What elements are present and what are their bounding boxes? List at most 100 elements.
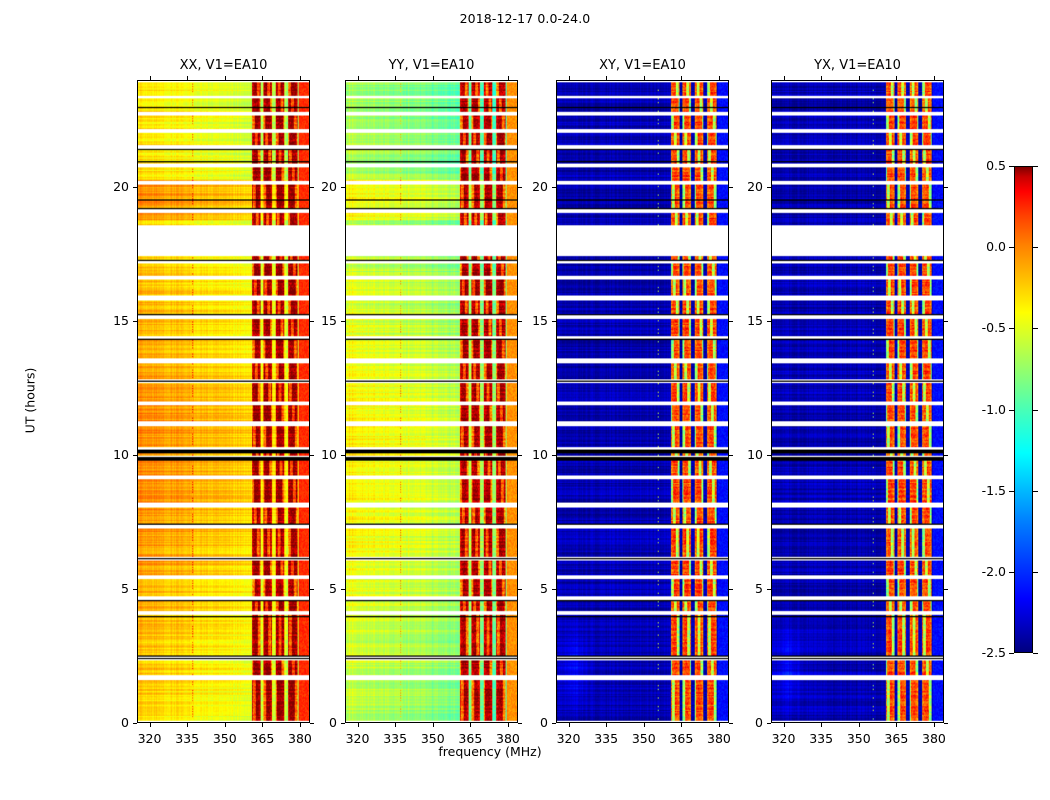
x-tick-label: 365 (250, 731, 275, 746)
y-tick (767, 589, 771, 590)
y-tick (133, 455, 137, 456)
y-tick-label: 10 (321, 447, 337, 463)
colorbar-tick-label: 0.5 (986, 158, 1006, 173)
y-tick-label: 20 (113, 179, 129, 195)
x-tick-label: 350 (846, 731, 871, 746)
x-tick (470, 723, 471, 727)
x-tick-label: 350 (631, 731, 656, 746)
y-tick-label: 15 (113, 313, 129, 329)
colorbar-tick (1009, 410, 1014, 411)
x-tick-label: 365 (669, 731, 694, 746)
y-tick (133, 321, 137, 322)
heatmap-image-yx (772, 81, 943, 722)
x-tick-label: 320 (137, 731, 162, 746)
x-tick (187, 723, 188, 727)
y-tick-right (729, 589, 733, 590)
x-tick (150, 723, 151, 727)
y-tick-right (729, 321, 733, 322)
y-tick-right (518, 321, 522, 322)
x-tick (606, 723, 607, 727)
x-tick (934, 723, 935, 727)
y-tick-right (310, 589, 314, 590)
x-tick-label: 335 (594, 731, 619, 746)
colorbar-tick-right (1033, 328, 1038, 329)
y-tick-right (944, 187, 948, 188)
x-tick-label: 350 (420, 731, 445, 746)
x-tick-top (225, 76, 226, 80)
y-tick (341, 321, 345, 322)
heatmap-panel-yy[interactable] (345, 80, 518, 723)
colorbar-tick-label: -2.0 (981, 563, 1006, 579)
x-tick-label: 380 (288, 731, 312, 746)
heatmap-panel-xy[interactable] (556, 80, 729, 723)
x-tick-top (508, 76, 509, 80)
x-tick (225, 723, 226, 727)
y-tick-label: 15 (321, 313, 337, 329)
x-tick-label: 335 (175, 731, 200, 746)
y-tick (767, 455, 771, 456)
y-tick (552, 455, 556, 456)
heatmap-panel-xx[interactable] (137, 80, 310, 723)
y-tick (133, 187, 137, 188)
panel-title-yx: YX, V1=EA10 (814, 58, 901, 73)
colorbar-tick-right (1033, 491, 1038, 492)
x-tick-label: 335 (809, 731, 834, 746)
y-tick-right (518, 455, 522, 456)
colorbar-tick-right (1033, 572, 1038, 573)
y-tick-label: 20 (321, 179, 337, 195)
colorbar-tick (1009, 653, 1014, 654)
y-tick (767, 321, 771, 322)
colorbar-tick-label: -0.5 (981, 320, 1006, 336)
colorbar-tick (1009, 328, 1014, 329)
y-tick-right (310, 723, 314, 724)
x-tick (300, 723, 301, 727)
y-tick-right (944, 455, 948, 456)
y-tick-right (518, 723, 522, 724)
y-axis-label: UT (hours) (22, 367, 38, 433)
colorbar-tick-label: 0.0 (986, 239, 1006, 255)
x-tick (644, 723, 645, 727)
x-tick (896, 723, 897, 727)
y-tick (341, 589, 345, 590)
x-tick (262, 723, 263, 727)
x-tick-label: 380 (707, 731, 731, 746)
y-tick (133, 723, 137, 724)
y-tick (341, 187, 345, 188)
y-tick-label: 15 (532, 313, 548, 329)
y-tick (552, 723, 556, 724)
colorbar-tick-right (1033, 653, 1038, 654)
colorbar-tick-label: -2.5 (981, 645, 1006, 660)
y-tick (767, 187, 771, 188)
figure-suptitle: 2018-12-17 0.0-24.0 (459, 11, 591, 26)
y-tick (552, 589, 556, 590)
y-tick-label: 0 (121, 715, 129, 730)
x-tick-top (569, 76, 570, 80)
y-tick-label: 5 (329, 581, 337, 597)
y-tick-label: 0 (540, 715, 548, 730)
colorbar-tick-label: -1.0 (981, 401, 1006, 417)
x-tick-top (934, 76, 935, 80)
x-tick-label: 335 (383, 731, 408, 746)
x-tick (433, 723, 434, 727)
x-tick-top (395, 76, 396, 80)
x-tick-top (681, 76, 682, 80)
y-tick-right (310, 187, 314, 188)
x-tick-top (784, 76, 785, 80)
x-tick-label: 350 (212, 731, 237, 746)
colorbar-tick (1009, 166, 1014, 167)
x-tick (508, 723, 509, 727)
x-tick-top (358, 76, 359, 80)
x-tick-label: 320 (345, 731, 370, 746)
x-tick-top (859, 76, 860, 80)
y-tick-right (310, 455, 314, 456)
y-tick-label: 20 (532, 179, 548, 195)
y-tick-right (729, 455, 733, 456)
y-tick-label: 0 (329, 715, 337, 730)
x-tick-label: 320 (556, 731, 581, 746)
y-tick-label: 10 (747, 447, 763, 463)
colorbar[interactable] (1014, 166, 1033, 653)
x-tick (859, 723, 860, 727)
y-tick-right (518, 187, 522, 188)
heatmap-panel-yx[interactable] (771, 80, 944, 723)
y-tick-label: 5 (755, 581, 763, 597)
